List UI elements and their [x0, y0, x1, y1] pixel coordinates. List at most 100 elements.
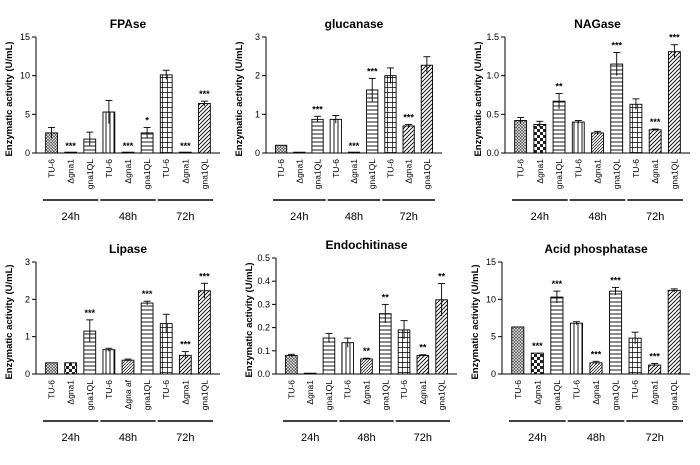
- significance-mark: **: [556, 81, 564, 91]
- y-tick-label: 2: [25, 294, 30, 304]
- significance-mark: **: [419, 343, 427, 353]
- category-label: TU-6: [286, 380, 296, 399]
- bar: [121, 359, 135, 375]
- category-label: gna1QL: [612, 159, 622, 190]
- chart-title: Acid phosphatase: [544, 242, 648, 256]
- significance-mark: ***: [591, 349, 602, 359]
- bar: [360, 358, 373, 375]
- category-label: gna1QL: [669, 159, 679, 190]
- chart-panel-4: Endochitinase Enzymatic activity (U/mL) 0.…: [244, 238, 457, 444]
- chart-panel-1: glucanase Enzymatic activity (U/mL) 0 1 2 3 TU…: [234, 17, 442, 223]
- bar: [329, 118, 342, 154]
- y-axis-label: Enzymatic activity (U/mL): [244, 262, 255, 377]
- category-label: gna1QL: [324, 380, 334, 411]
- bar: [322, 337, 336, 375]
- group-label: 48h: [588, 211, 606, 223]
- bar: [121, 151, 135, 154]
- significance-mark: **: [438, 272, 446, 282]
- category-label: Δgna1: [349, 159, 359, 184]
- bar: [64, 151, 78, 154]
- y-axis-label: Enzymatic activity (U/mL): [473, 41, 484, 156]
- bar: [511, 326, 525, 375]
- y-tick-label: 1.5: [486, 32, 499, 42]
- category-label: Δgna1: [180, 159, 190, 184]
- group-label: 24h: [528, 432, 546, 444]
- y-tick-label: 0: [25, 369, 30, 379]
- category-label: Δgna1: [404, 159, 414, 184]
- category-label: TU-6: [571, 380, 581, 399]
- bar: [416, 354, 430, 375]
- y-tick-label: 0: [491, 369, 496, 379]
- category-label: Δgna1: [591, 380, 601, 405]
- bar: [420, 64, 433, 154]
- y-tick-label: 0.5: [486, 109, 499, 119]
- y-tick-label: 0.2: [257, 323, 270, 333]
- group-label: 24h: [290, 211, 308, 223]
- chart-panel-2: NAGase Enzymatic activity (U/mL) 0.0 0.5 1.0…: [473, 17, 690, 223]
- y-axis-label: Enzymatic activity (U/mL): [470, 264, 481, 379]
- category-label: Δgna1: [535, 159, 545, 184]
- group-label: 24h: [61, 432, 79, 444]
- bar: [530, 352, 544, 375]
- group-label: 72h: [176, 211, 194, 223]
- y-tick-label: 15: [20, 32, 30, 42]
- category-label: gna1QL: [380, 380, 390, 411]
- y-tick-label: 5: [491, 332, 496, 342]
- significance-mark: ***: [611, 40, 622, 50]
- bar: [293, 151, 306, 154]
- significance-mark: ***: [552, 279, 563, 289]
- category-label: gna1QL: [554, 159, 564, 190]
- group-label: 24h: [61, 211, 79, 223]
- group-label: 48h: [345, 211, 363, 223]
- bar: [589, 362, 603, 375]
- category-label: Δgna1: [66, 159, 76, 184]
- bar: [629, 103, 643, 154]
- category-label: gna1QL: [367, 159, 377, 190]
- category-label: Δgna1: [650, 159, 660, 184]
- y-tick-label: 5: [25, 109, 30, 119]
- category-label: gna1QL: [669, 380, 679, 411]
- y-tick-label: 0.0: [257, 369, 270, 379]
- bar: [571, 121, 585, 154]
- bar: [550, 296, 564, 375]
- significance-mark: **: [363, 346, 371, 356]
- bar: [275, 144, 288, 154]
- bar: [402, 125, 415, 154]
- category-label: Δgna af: [123, 379, 133, 409]
- bar: [198, 290, 211, 375]
- significance-mark: ***: [650, 117, 661, 127]
- significance-mark: *: [145, 115, 149, 125]
- chart-title: FPAse: [110, 17, 147, 31]
- significance-mark: ***: [669, 33, 680, 43]
- bar: [569, 322, 583, 375]
- y-tick-label: 0: [255, 148, 260, 158]
- significance-mark: ***: [180, 141, 191, 151]
- bar: [514, 120, 528, 154]
- y-tick-label: 3: [25, 257, 30, 267]
- significance-mark: ***: [123, 141, 134, 151]
- y-tick-label: 1: [25, 332, 30, 342]
- category-label: TU-6: [161, 159, 171, 178]
- group-label: 24h: [301, 432, 319, 444]
- significance-mark: ***: [349, 141, 360, 151]
- bar: [533, 123, 547, 154]
- y-tick-label: 1.0: [486, 71, 499, 81]
- significance-mark: **: [382, 292, 390, 302]
- bar: [341, 342, 354, 375]
- group-label: 24h: [531, 211, 549, 223]
- y-tick-label: 15: [486, 257, 496, 267]
- category-label: Δgna1: [532, 380, 542, 405]
- y-axis-label: Enzymatic activity (U/mL): [4, 264, 15, 379]
- bar: [102, 349, 116, 375]
- bar: [591, 132, 604, 154]
- y-tick-label: 0: [25, 148, 30, 158]
- category-label: TU-6: [104, 380, 114, 399]
- bar: [552, 100, 566, 154]
- bar: [610, 63, 624, 154]
- chart-panel-5: Acid phosphatase Enzymatic activity (U/mL…: [470, 242, 690, 444]
- group-label: 48h: [357, 432, 375, 444]
- bar: [140, 302, 154, 375]
- y-tick-label: 2: [255, 71, 260, 81]
- chart-title: glucanase: [325, 17, 384, 31]
- bar: [64, 362, 78, 375]
